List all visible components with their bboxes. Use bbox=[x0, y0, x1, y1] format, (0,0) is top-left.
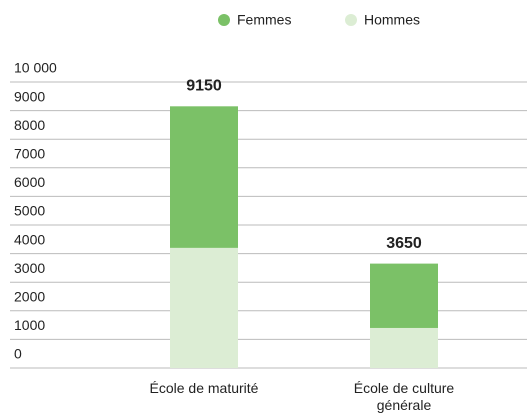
y-tick-label: 5000 bbox=[14, 203, 45, 219]
legend-swatch bbox=[345, 14, 357, 26]
y-tick-label: 4000 bbox=[14, 231, 45, 247]
total-label: 3650 bbox=[386, 235, 422, 252]
x-tick-label: École de maturité bbox=[149, 380, 259, 396]
bar-segment bbox=[170, 247, 238, 368]
y-tick-label: 2000 bbox=[14, 289, 45, 305]
y-tick-label: 7000 bbox=[14, 146, 45, 162]
y-tick-label: 0 bbox=[14, 346, 22, 362]
bar-segment bbox=[370, 327, 438, 368]
y-tick-label: 8000 bbox=[14, 117, 45, 133]
legend-label: Femmes bbox=[237, 12, 291, 28]
y-tick-label: 3000 bbox=[14, 260, 45, 276]
total-label: 9150 bbox=[186, 78, 222, 95]
y-tick-label: 1000 bbox=[14, 317, 45, 333]
y-tick-label: 10 000 bbox=[14, 60, 57, 76]
legend-swatch bbox=[218, 14, 230, 26]
bar-segment bbox=[370, 263, 438, 328]
x-tick-label: École de culture générale bbox=[353, 380, 455, 413]
legend-label: Hommes bbox=[364, 12, 420, 28]
bar-segment bbox=[170, 106, 238, 248]
y-tick-label: 6000 bbox=[14, 174, 45, 190]
y-tick-label: 9000 bbox=[14, 88, 45, 104]
